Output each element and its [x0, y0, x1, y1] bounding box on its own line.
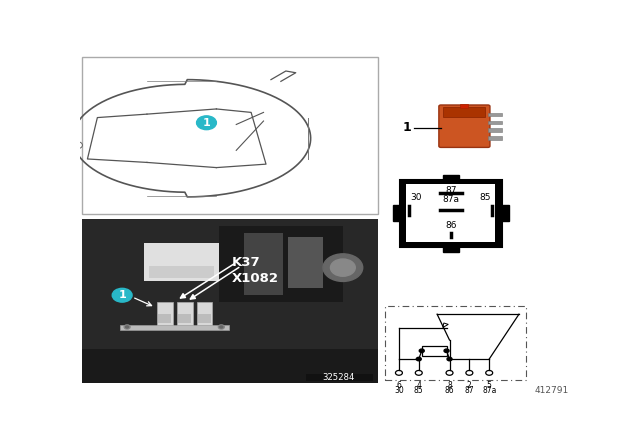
Bar	[460, 103, 468, 108]
Bar	[488, 136, 502, 140]
Text: 87a: 87a	[442, 195, 460, 204]
Circle shape	[330, 259, 355, 276]
Bar	[443, 175, 459, 180]
Circle shape	[444, 349, 449, 353]
Bar	[400, 180, 502, 247]
Bar	[422, 346, 447, 356]
Bar	[196, 302, 212, 324]
Circle shape	[419, 349, 424, 353]
Text: 1: 1	[203, 118, 211, 128]
Circle shape	[124, 325, 130, 329]
Text: 412791: 412791	[534, 386, 568, 395]
Text: 4: 4	[417, 381, 421, 390]
Text: 87: 87	[465, 386, 474, 395]
Text: 85: 85	[480, 194, 491, 202]
Circle shape	[416, 358, 421, 361]
Text: 2: 2	[467, 381, 472, 390]
Bar	[177, 302, 193, 324]
Bar	[502, 205, 509, 221]
Bar	[306, 374, 372, 382]
Bar	[178, 314, 191, 323]
FancyBboxPatch shape	[439, 105, 490, 147]
Bar	[488, 129, 502, 132]
Circle shape	[220, 326, 223, 328]
Text: 86: 86	[445, 221, 456, 230]
Text: 6: 6	[397, 381, 401, 390]
Bar	[393, 205, 400, 221]
Text: 5: 5	[487, 381, 492, 390]
Circle shape	[447, 358, 452, 361]
Text: 325284: 325284	[323, 373, 355, 382]
Bar	[219, 226, 343, 302]
Circle shape	[218, 325, 225, 329]
Bar	[244, 233, 284, 295]
Text: 1: 1	[403, 121, 412, 134]
Circle shape	[112, 289, 132, 302]
Text: 87a: 87a	[482, 386, 497, 395]
Bar	[385, 306, 526, 380]
Bar	[406, 184, 495, 242]
Circle shape	[323, 254, 363, 281]
Bar	[488, 121, 502, 124]
Bar	[488, 112, 502, 116]
Text: 30: 30	[394, 386, 404, 395]
Text: 1: 1	[118, 290, 126, 300]
Text: 85: 85	[414, 386, 424, 395]
Text: 8: 8	[447, 381, 452, 390]
Text: 86: 86	[445, 386, 454, 395]
Bar	[158, 314, 172, 323]
Bar	[145, 244, 219, 281]
Bar	[120, 324, 229, 330]
Circle shape	[196, 116, 216, 129]
Bar	[198, 314, 211, 323]
Bar	[83, 349, 378, 383]
Bar	[444, 107, 486, 117]
Bar	[288, 237, 323, 289]
Bar	[83, 220, 378, 383]
Text: K37
X1082: K37 X1082	[231, 255, 278, 284]
Bar	[150, 266, 214, 278]
Bar	[83, 57, 378, 214]
Bar	[443, 247, 459, 252]
Bar	[157, 302, 173, 324]
Text: 30: 30	[410, 194, 422, 202]
Circle shape	[125, 326, 129, 328]
Text: 87: 87	[445, 186, 456, 195]
